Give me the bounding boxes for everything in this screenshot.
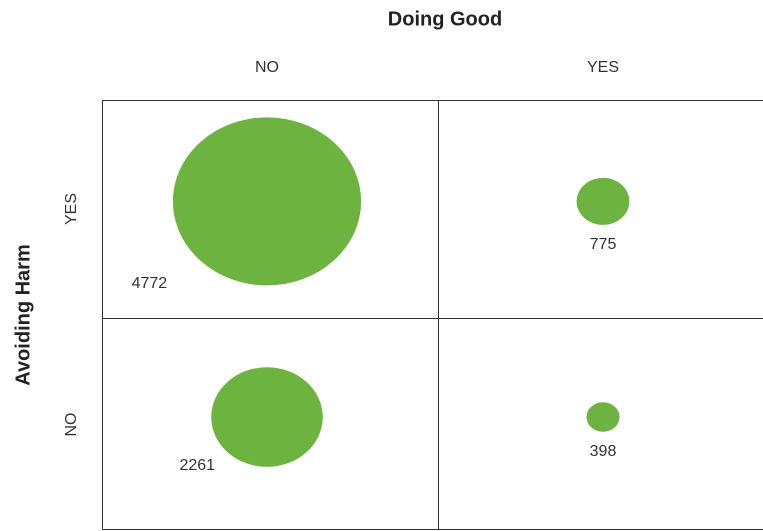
x-category-label: YES [587, 59, 619, 76]
value-label: 398 [590, 443, 617, 460]
x-axis-title: Doing Good [388, 8, 502, 30]
bubble [586, 402, 620, 432]
value-label: 4772 [132, 275, 168, 292]
matrix-frame [102, 100, 763, 530]
y-category-label: YES [63, 193, 80, 225]
bubble [211, 367, 323, 467]
x-category-label: NO [255, 59, 279, 76]
value-label: 2261 [179, 457, 215, 474]
value-label: 775 [590, 236, 617, 253]
y-category-label: NO [63, 413, 80, 437]
bubble [172, 117, 362, 286]
bubble [576, 177, 630, 225]
y-axis-title: Avoiding Harm [12, 244, 34, 386]
